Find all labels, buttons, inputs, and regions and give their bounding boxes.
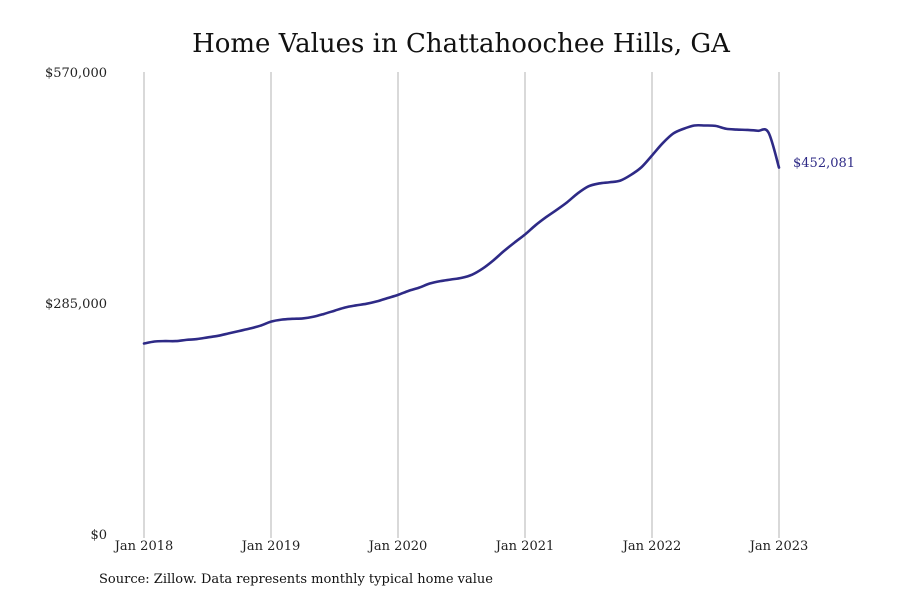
data-point [545, 216, 547, 218]
y-tick-label: $285,000 [45, 297, 107, 312]
gridlines [143, 72, 780, 538]
data-point [715, 125, 717, 127]
x-tick-label: Jan 2019 [240, 539, 301, 554]
x-tick-label: Jan 2021 [494, 539, 555, 554]
data-point [471, 274, 473, 276]
data-point [196, 338, 198, 340]
y-tick-label: $570,000 [45, 66, 107, 81]
data-point [312, 316, 314, 318]
data-point [175, 340, 177, 342]
data-point [482, 268, 484, 270]
y-axis-ticks: $0 $285,000 $570,000 [45, 66, 107, 543]
data-point [736, 129, 738, 131]
data-point [640, 166, 642, 168]
data-point [228, 332, 230, 334]
data-point [535, 224, 537, 226]
data-point [651, 154, 653, 156]
data-point [619, 180, 621, 182]
data-point [746, 129, 748, 131]
data-point [577, 192, 579, 194]
data-point [672, 133, 674, 135]
data-point [588, 185, 590, 187]
data-point [778, 167, 780, 169]
y-tick-label: $0 [90, 528, 107, 543]
series-layer [142, 123, 781, 345]
x-tick-label: Jan 2023 [748, 539, 809, 554]
data-point [207, 336, 209, 338]
data-point [143, 343, 145, 345]
data-point [683, 128, 685, 130]
data-point [355, 304, 357, 306]
data-point [630, 174, 632, 176]
data-point [566, 201, 568, 203]
data-point [461, 277, 463, 279]
data-point [418, 287, 420, 289]
data-point [323, 313, 325, 315]
data-point [397, 294, 399, 296]
data-point [344, 306, 346, 308]
data-point [725, 128, 727, 130]
end-value-label: $452,081 [793, 156, 855, 171]
data-point [259, 325, 261, 327]
data-point [386, 297, 388, 299]
data-point [693, 124, 695, 126]
data-point [291, 318, 293, 320]
data-point [238, 330, 240, 332]
data-point [662, 142, 664, 144]
data-point [154, 341, 156, 343]
data-point [704, 124, 706, 126]
data-point [609, 181, 611, 183]
data-point [439, 280, 441, 282]
chart-title: Home Values in Chattahoochee Hills, GA [192, 29, 731, 59]
data-point [556, 209, 558, 211]
data-point [524, 234, 526, 236]
data-point [408, 290, 410, 292]
data-point [429, 283, 431, 285]
data-point [217, 335, 219, 337]
x-tick-label: Jan 2022 [621, 539, 682, 554]
x-tick-label: Jan 2018 [113, 539, 174, 554]
series-line [142, 123, 781, 345]
data-point [757, 130, 759, 132]
x-tick-label: Jan 2020 [367, 539, 428, 554]
data-point [767, 131, 769, 133]
data-point [492, 259, 494, 261]
data-point [249, 328, 251, 330]
data-point [164, 340, 166, 342]
data-point [185, 339, 187, 341]
data-point [598, 182, 600, 184]
data-point [365, 303, 367, 305]
data-point [376, 300, 378, 302]
x-axis-ticks: Jan 2018 Jan 2019 Jan 2020 Jan 2021 Jan 2022… [113, 539, 809, 554]
data-point [334, 310, 336, 312]
data-point [450, 278, 452, 280]
source-note: Source: Zillow. Data represents monthly … [99, 572, 493, 587]
data-point [513, 242, 515, 244]
data-point [281, 319, 283, 321]
data-point [503, 250, 505, 252]
data-point [302, 317, 304, 319]
data-point [270, 321, 272, 323]
